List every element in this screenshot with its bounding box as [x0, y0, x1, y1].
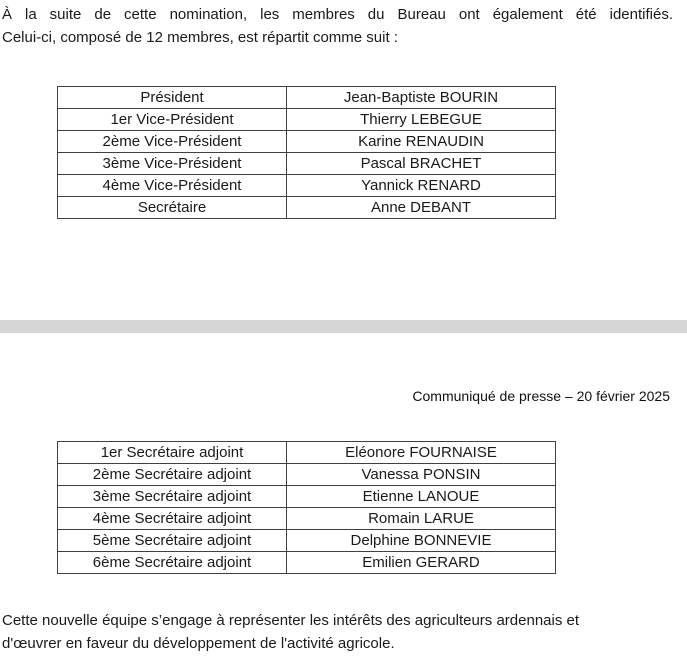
- name-cell: Eléonore FOURNAISE: [286, 441, 556, 464]
- name-cell: Jean-Baptiste BOURIN: [286, 86, 556, 109]
- role-cell: 1er Vice-Président: [57, 108, 287, 131]
- role-cell: Président: [57, 86, 287, 109]
- closing-paragraph: Cette nouvelle équipe s’engage à représe…: [2, 609, 662, 655]
- bureau-table-1: Président Jean-Baptiste BOURIN 1er Vice-…: [57, 86, 556, 219]
- table-row: 5ème Secrétaire adjoint Delphine BONNEVI…: [57, 529, 556, 552]
- bureau-table-2: 1er Secrétaire adjoint Eléonore FOURNAIS…: [57, 441, 556, 574]
- intro-line-1: À la suite de cette nomination, les memb…: [2, 6, 673, 23]
- table-row: 1er Secrétaire adjoint Eléonore FOURNAIS…: [57, 441, 556, 464]
- name-cell: Etienne LANOUE: [286, 485, 556, 508]
- table-row: 4ème Secrétaire adjoint Romain LARUE: [57, 507, 556, 530]
- table-row: 3ème Vice-Président Pascal BRACHET: [57, 152, 556, 175]
- name-cell: Thierry LEBEGUE: [286, 108, 556, 131]
- role-cell: 6ème Secrétaire adjoint: [57, 551, 287, 574]
- name-cell: Anne DEBANT: [286, 196, 556, 219]
- table-row: 2ème Vice-Président Karine RENAUDIN: [57, 130, 556, 153]
- role-cell: 3ème Vice-Président: [57, 152, 287, 175]
- role-cell: Secrétaire: [57, 196, 287, 219]
- table-row: Président Jean-Baptiste BOURIN: [57, 86, 556, 109]
- closing-line-1: Cette nouvelle équipe s’engage à représe…: [2, 612, 580, 629]
- role-cell: 3ème Secrétaire adjoint: [57, 485, 287, 508]
- name-cell: Romain LARUE: [286, 507, 556, 530]
- table-row: 3ème Secrétaire adjoint Etienne LANOUE: [57, 485, 556, 508]
- table-row: 4ème Vice-Président Yannick RENARD: [57, 174, 556, 197]
- press-release-dateline: Communiqué de presse – 20 février 2025: [412, 388, 670, 404]
- name-cell: Karine RENAUDIN: [286, 130, 556, 153]
- role-cell: 5ème Secrétaire adjoint: [57, 529, 287, 552]
- page-break-separator: [0, 320, 687, 333]
- name-cell: Yannick RENARD: [286, 174, 556, 197]
- role-cell: 4ème Vice-Président: [57, 174, 287, 197]
- role-cell: 2ème Vice-Président: [57, 130, 287, 153]
- table-row: 2ème Secrétaire adjoint Vanessa PONSIN: [57, 463, 556, 486]
- table-row: 6ème Secrétaire adjoint Emilien GERARD: [57, 551, 556, 574]
- closing-line-2: d'œuvrer en faveur du développement de l…: [2, 635, 395, 652]
- name-cell: Emilien GERARD: [286, 551, 556, 574]
- intro-line-2: Celui-ci, composé de 12 membres, est rép…: [2, 29, 398, 46]
- role-cell: 2ème Secrétaire adjoint: [57, 463, 287, 486]
- table-row: 1er Vice-Président Thierry LEBEGUE: [57, 108, 556, 131]
- name-cell: Vanessa PONSIN: [286, 463, 556, 486]
- name-cell: Delphine BONNEVIE: [286, 529, 556, 552]
- role-cell: 1er Secrétaire adjoint: [57, 441, 287, 464]
- table-row: Secrétaire Anne DEBANT: [57, 196, 556, 219]
- intro-paragraph: À la suite de cette nomination, les memb…: [2, 3, 673, 49]
- role-cell: 4ème Secrétaire adjoint: [57, 507, 287, 530]
- name-cell: Pascal BRACHET: [286, 152, 556, 175]
